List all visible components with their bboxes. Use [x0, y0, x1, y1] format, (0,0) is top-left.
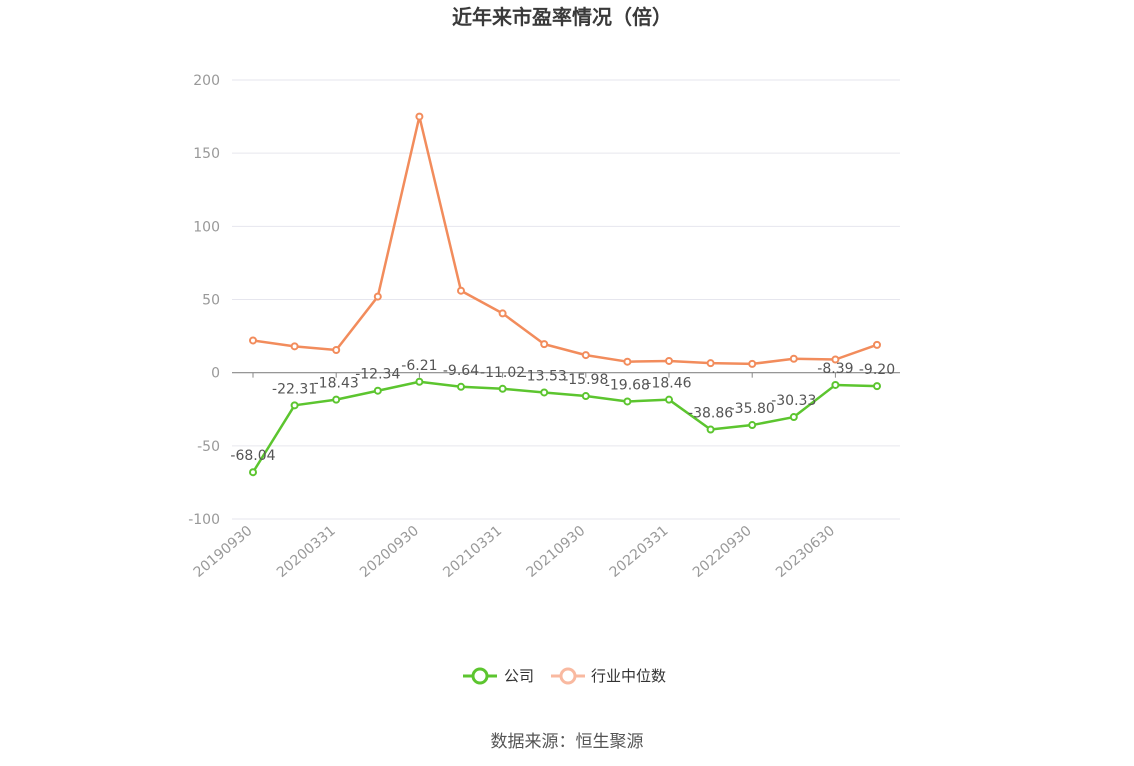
company-data-label: -68.04	[230, 448, 275, 464]
company-point[interactable]	[748, 421, 757, 430]
industry-point[interactable]	[457, 286, 465, 295]
company-point[interactable]	[540, 388, 549, 397]
company-point[interactable]	[581, 392, 590, 401]
industry-point[interactable]	[290, 342, 299, 351]
x-tick-label: 20210930	[523, 523, 588, 581]
company-point[interactable]	[332, 395, 341, 404]
data-labels: -68.04 -22.31-18.43-12.34-6.21 -9.64 -11.02…	[230, 358, 895, 464]
legend-item-industry[interactable]: 行业中位数	[551, 667, 666, 685]
company-data-label: -9.64	[443, 363, 479, 379]
industry-point[interactable]	[540, 340, 549, 349]
series-lines	[249, 112, 881, 477]
legend-company-marker	[471, 667, 489, 685]
company-data-label: -35.80	[730, 401, 775, 417]
industry-point[interactable]	[706, 359, 715, 368]
industry-point[interactable]	[831, 355, 840, 364]
company-series-line	[251, 380, 878, 473]
company-point[interactable]	[623, 397, 632, 406]
x-tick-label: 20220331	[607, 523, 672, 581]
industry-point[interactable]	[873, 340, 881, 349]
chart-title: 近年来市盈率情况（倍）	[452, 5, 672, 29]
y-tick-label: 50	[202, 293, 220, 309]
industry-point[interactable]	[373, 292, 382, 301]
company-point[interactable]	[457, 382, 465, 391]
company-data-label: -18.43	[314, 376, 359, 392]
company-data-label: -15.98	[563, 372, 608, 388]
data-source-note: 数据来源：恒生聚源	[491, 732, 644, 752]
company-point[interactable]	[249, 468, 257, 477]
company-data-label: -9.20	[859, 362, 895, 378]
x-tick-label: 20210331	[440, 523, 505, 581]
company-point[interactable]	[373, 386, 382, 395]
y-tick-label: 150	[193, 146, 220, 162]
industry-point[interactable]	[789, 354, 798, 363]
industry-point[interactable]	[498, 309, 507, 318]
company-data-label: -8.39	[817, 361, 853, 377]
x-tick-label: 20200331	[274, 523, 339, 581]
company-data-label: -6.21	[401, 358, 437, 374]
legend-industry-marker	[559, 667, 577, 685]
industry-point[interactable]	[623, 357, 632, 366]
company-data-label: -13.53	[522, 368, 567, 384]
company-point[interactable]	[789, 413, 798, 422]
y-tick-label: 200	[193, 73, 220, 89]
x-tick-label: 20190930	[191, 523, 256, 581]
company-data-label: -30.33	[771, 393, 816, 409]
company-point[interactable]	[706, 425, 715, 434]
company-point[interactable]	[873, 382, 881, 391]
industry-point[interactable]	[415, 112, 424, 121]
company-point[interactable]	[665, 395, 673, 404]
y-tick-label: 100	[193, 219, 220, 235]
x-tick-label: 20200930	[357, 523, 422, 581]
company-data-label: -22.31	[272, 381, 317, 397]
industry-point[interactable]	[249, 336, 257, 345]
legend: 公司 行业中位数	[463, 667, 666, 685]
industry-point[interactable]	[748, 359, 757, 368]
x-tick-label: 20220930	[690, 523, 755, 581]
industry-point[interactable]	[581, 351, 590, 360]
company-data-label: -19.68	[605, 377, 650, 393]
x-tick-label: 20230630	[773, 523, 838, 581]
y-tick-label: -50	[197, 439, 220, 455]
company-point[interactable]	[498, 384, 507, 393]
legend-item-company[interactable]: 公司	[463, 667, 534, 685]
legend-company-label: 公司	[504, 667, 534, 685]
industry-point[interactable]	[665, 356, 673, 365]
legend-industry-label: 行业中位数	[591, 667, 666, 685]
y-tick-label: -100	[188, 512, 220, 528]
grid-lines	[232, 79, 900, 520]
company-data-label: -38.86	[688, 406, 733, 422]
company-point[interactable]	[831, 380, 840, 389]
industry-series-line	[252, 115, 878, 366]
y-tick-label: 0	[211, 366, 220, 382]
company-point[interactable]	[290, 401, 299, 410]
company-data-label: -11.02	[480, 365, 525, 381]
company-data-label: -18.46	[646, 376, 691, 392]
company-data-label: -12.34	[355, 367, 400, 383]
industry-point[interactable]	[332, 345, 341, 354]
company-point[interactable]	[415, 377, 424, 386]
